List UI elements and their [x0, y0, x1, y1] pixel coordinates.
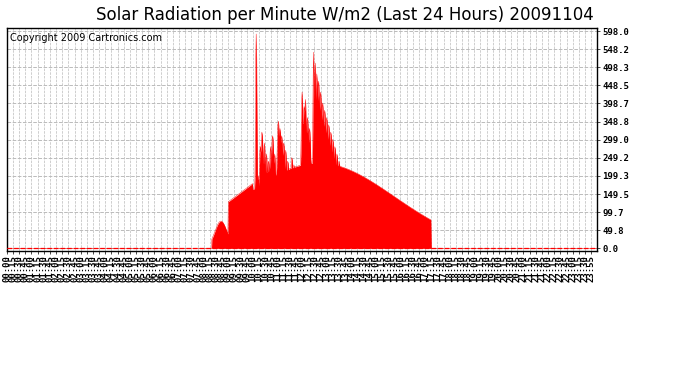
Text: Solar Radiation per Minute W/m2 (Last 24 Hours) 20091104: Solar Radiation per Minute W/m2 (Last 24…	[96, 6, 594, 24]
Text: Copyright 2009 Cartronics.com: Copyright 2009 Cartronics.com	[10, 33, 162, 43]
